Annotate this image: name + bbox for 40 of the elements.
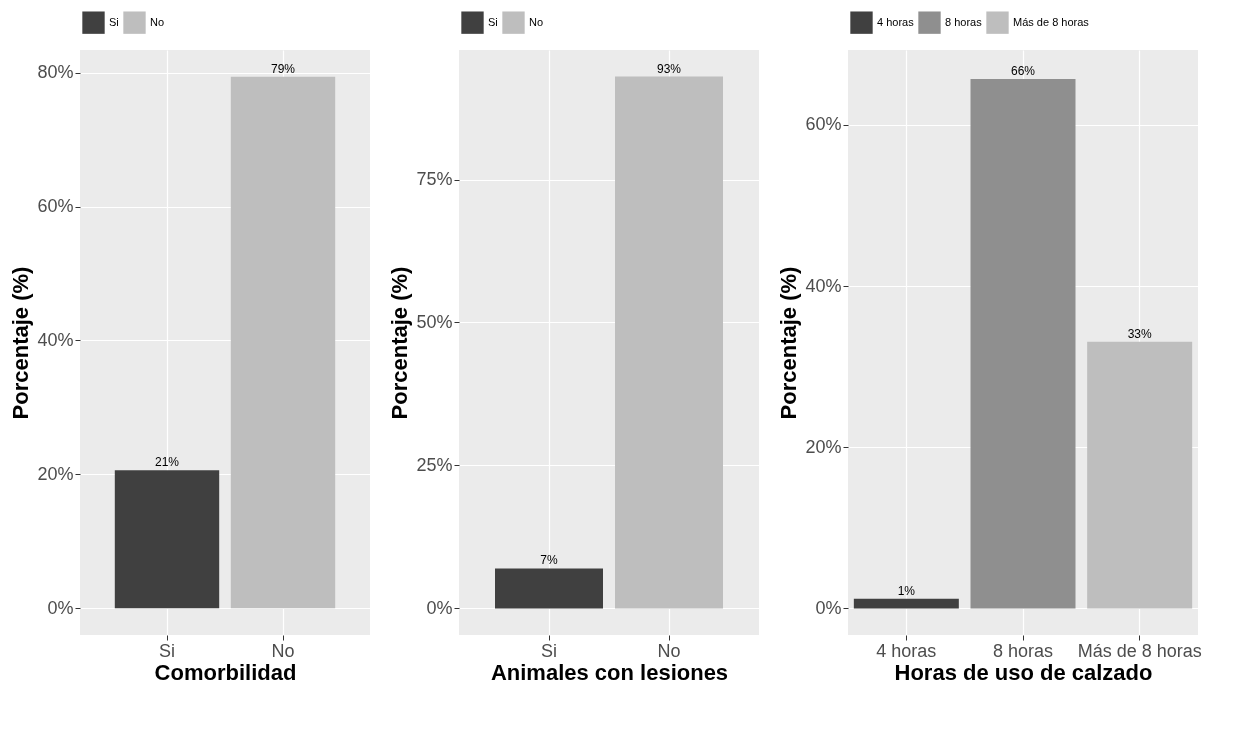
data-label: 21% [154, 455, 180, 470]
y-axis-title: Porcentaje (%) [8, 266, 34, 420]
x-tick-label: Si [540, 640, 558, 661]
legend-label: 4 horas [877, 15, 915, 28]
x-axis-title: Horas de uso de calzado [894, 659, 1153, 685]
legend-label: Si [109, 15, 119, 28]
y-axis-title: Porcentaje (%) [387, 266, 413, 420]
y-tick-label: 80% [37, 62, 74, 83]
x-tick-label: 8 horas [992, 640, 1054, 661]
legend-label: No [150, 15, 165, 28]
data-label: 7% [540, 553, 558, 568]
y-tick-label: 50% [416, 311, 453, 332]
legend-label: 8 horas [945, 15, 983, 28]
y-tick-label: 60% [37, 196, 74, 217]
y-tick-label: 25% [416, 454, 453, 475]
legend-label: Si [488, 15, 498, 28]
x-tick-label: 4 horas [876, 640, 937, 661]
data-label: 66% [1010, 64, 1036, 79]
y-tick-label: 0% [426, 597, 453, 618]
y-tick-label: 60% [805, 114, 842, 135]
data-label: 33% [1127, 326, 1152, 341]
data-label: 1% [897, 583, 916, 598]
y-tick-label: 0% [47, 597, 74, 618]
x-axis-title: Animales con lesiones [490, 659, 729, 685]
legend-label: Más de 8 horas [1013, 15, 1090, 28]
y-tick-label: 40% [37, 329, 74, 350]
data-label: 79% [270, 61, 296, 76]
y-tick-label: 20% [37, 463, 74, 484]
y-tick-label: 75% [416, 169, 453, 190]
x-tick-label: Si [158, 640, 176, 661]
x-tick-label: Más de 8 horas [1077, 640, 1202, 661]
legend-label: No [529, 15, 544, 28]
x-axis-title: Comorbilidad [154, 659, 297, 685]
x-tick-label: No [657, 640, 681, 661]
data-label: 93% [656, 61, 682, 76]
y-tick-label: 20% [805, 436, 842, 457]
y-tick-label: 0% [815, 597, 842, 618]
y-tick-label: 40% [805, 275, 842, 296]
y-axis-title: Porcentaje (%) [776, 266, 802, 420]
x-tick-label: No [271, 640, 295, 661]
